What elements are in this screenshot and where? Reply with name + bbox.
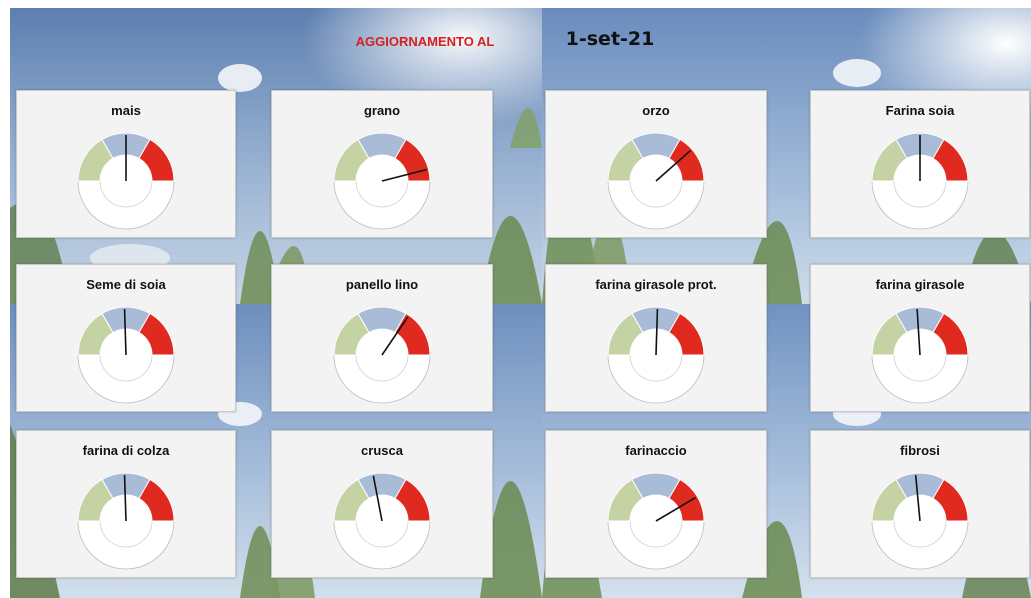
gauge-title: Seme di soia xyxy=(86,277,166,292)
gauge-dial xyxy=(871,472,969,570)
gauge-title: Farina soia xyxy=(885,103,955,118)
gauge-card: crusca xyxy=(271,430,493,578)
gauge-zone-red xyxy=(138,138,175,182)
gauge-needle xyxy=(655,149,692,182)
gauge-card: mais xyxy=(16,90,236,238)
update-date: 1-set-21 xyxy=(565,28,655,50)
gauge-zone-red xyxy=(394,478,431,522)
gauge-card: Farina soia xyxy=(810,90,1030,238)
gauge-needle xyxy=(914,475,921,522)
gauge-dial xyxy=(333,472,431,570)
gauge-dial xyxy=(333,306,431,404)
gauge-zone-red xyxy=(932,478,969,522)
gauge-dial xyxy=(607,132,705,230)
gauge-needle xyxy=(916,309,921,356)
gauge-needle xyxy=(123,308,127,356)
gauge-needle xyxy=(381,168,427,182)
gauge-zone-red xyxy=(668,312,705,356)
gauge-card: Seme di soia xyxy=(16,264,236,412)
gauge-card: farina girasole xyxy=(810,264,1030,412)
gauge-zone-red xyxy=(138,312,175,356)
gauge-dial xyxy=(871,306,969,404)
gauge-zone-red xyxy=(932,312,969,356)
gauge-zone-red xyxy=(668,138,705,182)
gauge-card: farinaccio xyxy=(545,430,767,578)
gauge-title: farina di colza xyxy=(82,443,170,458)
gauge-card: farina girasole prot. xyxy=(545,264,767,412)
gauge-needle xyxy=(655,496,697,522)
gauge-zone-red xyxy=(932,138,969,182)
gauge-title: panello lino xyxy=(345,277,419,292)
gauge-card: panello lino xyxy=(271,264,493,412)
gauge-needle xyxy=(372,475,383,522)
gauge-card: fibrosi xyxy=(810,430,1030,578)
gauge-dial xyxy=(77,306,175,404)
gauge-title: farina girasole prot. xyxy=(595,277,717,292)
gauge-dial xyxy=(607,472,705,570)
gauge-title: farina girasole xyxy=(875,277,965,292)
gauge-title: crusca xyxy=(361,443,403,458)
gauge-card: orzo xyxy=(545,90,767,238)
gauge-title: fibrosi xyxy=(900,443,940,458)
gauge-title: farinaccio xyxy=(625,443,687,458)
gauge-title: mais xyxy=(111,103,141,118)
gauge-title: grano xyxy=(363,103,401,118)
gauge-card: farina di colza xyxy=(16,430,236,578)
gauge-zone-red xyxy=(668,478,705,522)
gauge-dial xyxy=(333,132,431,230)
gauge-zone-red xyxy=(138,478,175,522)
gauge-needle xyxy=(123,474,127,522)
gauge-card: grano xyxy=(271,90,493,238)
gauge-dial xyxy=(607,306,705,404)
gauge-needle xyxy=(381,316,409,356)
gauge-dial xyxy=(77,132,175,230)
gauge-dial xyxy=(871,132,969,230)
update-label: AGGIORNAMENTO AL xyxy=(355,34,495,49)
gauge-title: orzo xyxy=(642,103,670,118)
gauge-needle xyxy=(655,308,659,356)
gauge-dial xyxy=(77,472,175,570)
